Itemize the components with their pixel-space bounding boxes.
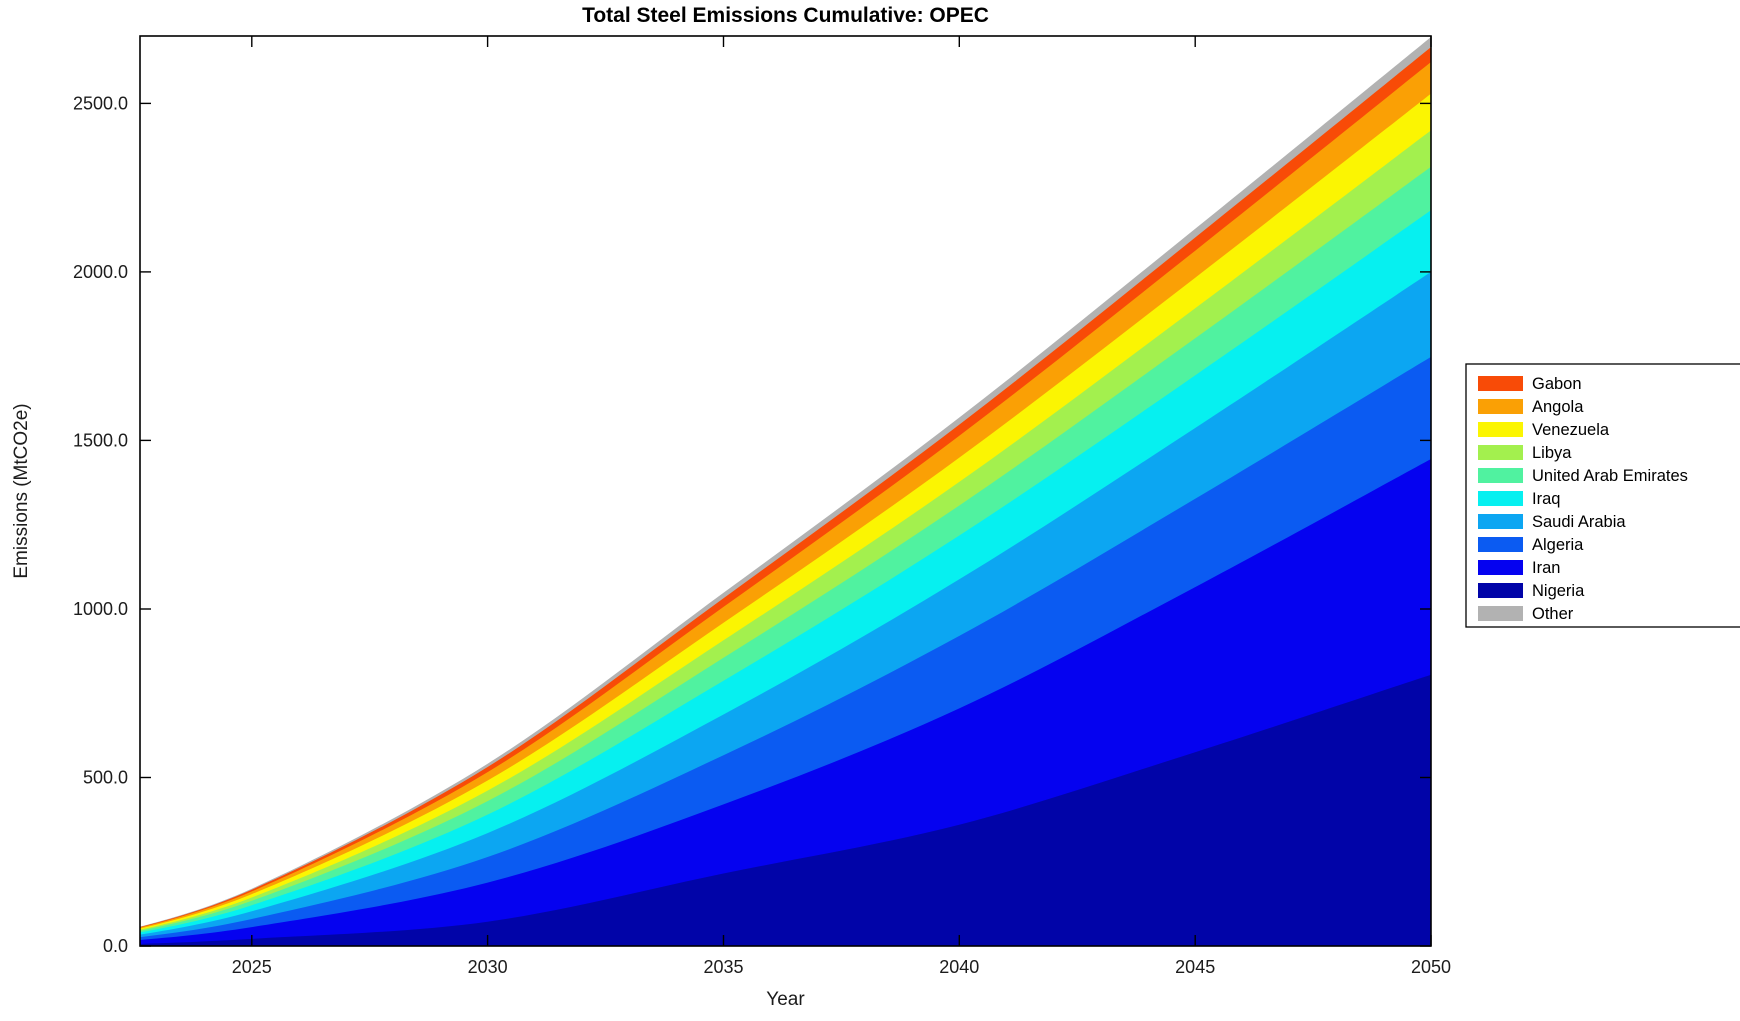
y-tick-label: 2500.0 xyxy=(73,93,128,113)
legend-swatch-venezuela xyxy=(1478,422,1523,437)
area-layers xyxy=(140,37,1431,946)
legend-label-other: Other xyxy=(1532,605,1574,623)
legend-label-venezuela: Venezuela xyxy=(1532,421,1610,439)
y-tick-label: 1000.0 xyxy=(73,599,128,619)
x-tick-label: 2025 xyxy=(232,957,272,977)
legend-swatch-iran xyxy=(1478,560,1523,575)
legend-label-saudi-arabia: Saudi Arabia xyxy=(1532,513,1626,531)
legend-label-iran: Iran xyxy=(1532,559,1560,577)
legend-swatch-libya xyxy=(1478,445,1523,460)
x-tick-label: 2045 xyxy=(1175,957,1215,977)
legend-label-gabon: Gabon xyxy=(1532,375,1582,393)
legend-label-algeria: Algeria xyxy=(1532,536,1584,554)
area-layer-nigeria xyxy=(140,674,1431,946)
legend-label-united-arab-emirates: United Arab Emirates xyxy=(1532,467,1688,485)
plot-frame xyxy=(139,35,1432,947)
chart-title: Total Steel Emissions Cumulative: OPEC xyxy=(582,4,989,27)
x-tick-label: 2035 xyxy=(703,957,743,977)
legend-swatch-other xyxy=(1478,606,1523,621)
legend-label-libya: Libya xyxy=(1532,444,1572,462)
legend-label-nigeria: Nigeria xyxy=(1532,582,1585,600)
x-tick-label: 2030 xyxy=(468,957,508,977)
legend: Gabon Angola Venezuela Libya United Arab Emi… xyxy=(1465,363,1740,628)
tick-marks xyxy=(140,36,1432,947)
legend-label-angola: Angola xyxy=(1532,398,1584,416)
y-tick-label: 500.0 xyxy=(83,768,128,788)
legend-swatch-algeria xyxy=(1478,537,1523,552)
y-tick-label: 0.0 xyxy=(103,936,128,956)
legend-swatch-angola xyxy=(1478,399,1523,414)
legend-swatch-iraq xyxy=(1478,491,1523,506)
y-tick-label: 2000.0 xyxy=(73,262,128,282)
x-axis-label: Year xyxy=(766,989,805,1010)
legend-swatch-nigeria xyxy=(1478,583,1523,598)
legend-swatch-gabon xyxy=(1478,376,1523,391)
y-axis-label: Emissions (MtCO2e) xyxy=(11,403,32,579)
legend-swatch-united-arab-emirates xyxy=(1478,468,1523,483)
x-tick-label: 2040 xyxy=(939,957,979,977)
x-tick-label: 2050 xyxy=(1411,957,1451,977)
legend-swatch-saudi-arabia xyxy=(1478,514,1523,529)
y-tick-label: 1500.0 xyxy=(73,430,128,450)
legend-label-iraq: Iraq xyxy=(1532,490,1560,508)
